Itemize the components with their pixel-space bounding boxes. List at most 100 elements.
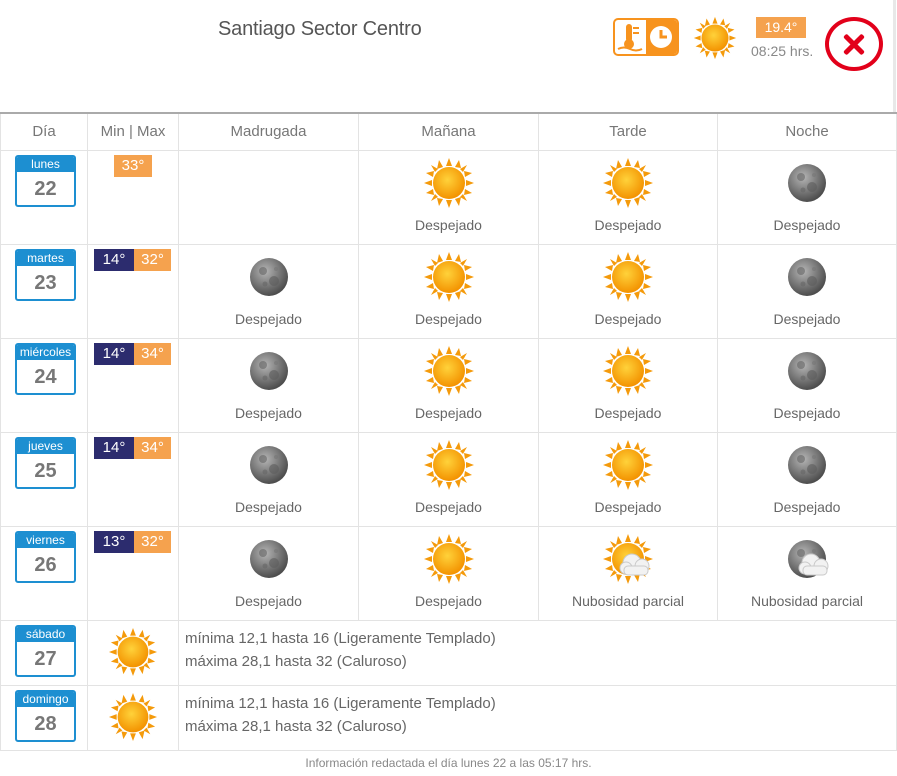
forecast-slot <box>178 149 359 245</box>
footer-note: Información redactada el día lunes 22 a … <box>305 756 592 770</box>
day-number: 28 <box>34 712 57 735</box>
moon-icon <box>788 163 826 202</box>
min-temp: 13° <box>94 530 134 553</box>
forecast-slot: Despejado <box>178 337 359 433</box>
day-name: sábado <box>17 626 74 642</box>
max-temp: 34° <box>134 342 171 365</box>
forecast-slot: Despejado <box>358 431 539 527</box>
forecast-slot: Despejado <box>538 337 718 433</box>
condition-label: Despejado <box>235 310 302 327</box>
condition-label: Despejado <box>415 216 482 233</box>
temperature-range: 13° 32° <box>94 530 178 553</box>
day-name: miércoles <box>17 344 74 360</box>
condition-label: Despejado <box>235 404 302 421</box>
extended-forecast: mínima 12,1 hasta 16 (Ligeramente Templa… <box>178 619 897 686</box>
moon-icon <box>249 445 288 484</box>
sun-icon <box>108 627 158 676</box>
temperature-range: 14° 32° <box>94 248 178 271</box>
sun-icon <box>423 345 474 396</box>
day-name: lunes <box>17 156 74 172</box>
minmax-cell: 14° 34° <box>87 337 179 433</box>
calendar-icon: viernes 26 <box>15 530 76 583</box>
calendar-icon: domingo 28 <box>15 689 76 742</box>
forecast-slot: Despejado <box>358 243 539 339</box>
forecast-slot: Despejado <box>717 337 897 433</box>
condition-label: Despejado <box>773 498 841 515</box>
min-temp: 14° <box>94 342 134 365</box>
condition-label: Despejado <box>235 592 302 609</box>
temperature-range: 33° <box>114 154 178 177</box>
moon-cloud-icon <box>788 539 829 578</box>
condition-label: Despejado <box>594 404 662 421</box>
table-row: domingo 28 mínima 12,1 hasta 16 (Ligeramen… <box>0 684 897 751</box>
day-name: domingo <box>17 691 74 707</box>
forecast-slot: Despejado <box>178 431 359 527</box>
day-number: 22 <box>34 177 57 200</box>
table-row: jueves 25 14° 34° Despejado Despejado Despejad… <box>0 431 897 527</box>
thermometer-clock-icon[interactable] <box>613 18 679 56</box>
forecast-slot: Despejado <box>538 149 718 245</box>
forecast-slot: Despejado <box>358 337 539 433</box>
moon-icon <box>788 351 826 390</box>
condition-label: Despejado <box>415 592 482 609</box>
max-range-text: máxima 28,1 hasta 32 (Caluroso) <box>185 717 407 735</box>
condition-label: Despejado <box>594 310 662 327</box>
forecast-slot: Despejado <box>538 243 718 339</box>
close-icon[interactable] <box>825 17 883 71</box>
day-cell: lunes 22 <box>0 149 88 245</box>
forecast-table: Día Min | Max Madrugada Mañana Tarde Noc… <box>0 112 897 751</box>
page-title: Santiago Sector Centro <box>218 18 422 40</box>
sun-icon <box>108 692 158 741</box>
sun-icon <box>603 251 653 302</box>
moon-icon <box>249 351 288 390</box>
extended-forecast: mínima 12,1 hasta 16 (Ligeramente Templa… <box>178 684 897 751</box>
sun-icon <box>693 16 737 60</box>
column-header-madrugada: Madrugada <box>178 112 359 151</box>
divider <box>893 0 896 112</box>
table-row: martes 23 14° 32° Despejado Despejado Despejad… <box>0 243 897 339</box>
day-cell: martes 23 <box>0 243 88 339</box>
condition-label: Nubosidad parcial <box>571 592 685 609</box>
forecast-slot: Despejado <box>178 525 359 621</box>
forecast-slot: Nubosidad parcial <box>538 525 718 621</box>
forecast-text: mínima 12,1 hasta 16 (Ligeramente Templa… <box>179 621 896 673</box>
column-header-minmax: Min | Max <box>87 112 179 151</box>
forecast-text: mínima 12,1 hasta 16 (Ligeramente Templa… <box>179 686 896 738</box>
min-range-text: mínima 12,1 hasta 16 (Ligeramente Templa… <box>185 629 496 647</box>
icon-cell <box>87 684 179 751</box>
column-header-manana: Mañana <box>358 112 539 151</box>
moon-icon <box>788 445 826 484</box>
day-number: 25 <box>34 459 57 482</box>
calendar-icon: sábado 27 <box>15 624 76 677</box>
table-row: sábado 27 mínima 12,1 hasta 16 (Ligerament… <box>0 619 897 686</box>
condition-label: Nubosidad parcial <box>750 592 864 609</box>
day-number: 23 <box>34 271 57 294</box>
condition-label: Despejado <box>773 216 841 233</box>
forecast-slot: Despejado <box>358 525 539 621</box>
condition-label: Despejado <box>415 404 482 421</box>
condition-label: Despejado <box>594 498 662 515</box>
moon-icon <box>788 257 826 296</box>
sun-icon <box>603 345 653 396</box>
moon-icon <box>249 257 288 296</box>
max-temp: 33° <box>114 154 152 177</box>
minmax-cell: 14° 32° <box>87 243 179 339</box>
condition-label: Despejado <box>773 404 841 421</box>
sun-icon <box>423 533 474 584</box>
condition-label: Despejado <box>415 310 482 327</box>
day-cell: jueves 25 <box>0 431 88 527</box>
table-row: miércoles 24 14° 34° Despejado Despejado Despe… <box>0 337 897 433</box>
day-cell: miércoles 24 <box>0 337 88 433</box>
calendar-icon: miércoles 24 <box>15 342 76 395</box>
day-number: 24 <box>34 365 57 388</box>
max-temp: 32° <box>134 530 171 553</box>
minmax-cell: 13° 32° <box>87 525 179 621</box>
day-number: 27 <box>34 647 57 670</box>
forecast-slot: Despejado <box>538 431 718 527</box>
calendar-icon: lunes 22 <box>15 154 76 207</box>
table-row: viernes 26 13° 32° Despejado Despejado Nubosid… <box>0 525 897 621</box>
header-bar: Santiago Sector Centro 19.4° 08:25 hrs. <box>0 0 897 112</box>
forecast-slot: Nubosidad parcial <box>717 525 897 621</box>
sun-icon <box>603 439 653 490</box>
day-name: martes <box>17 250 74 266</box>
